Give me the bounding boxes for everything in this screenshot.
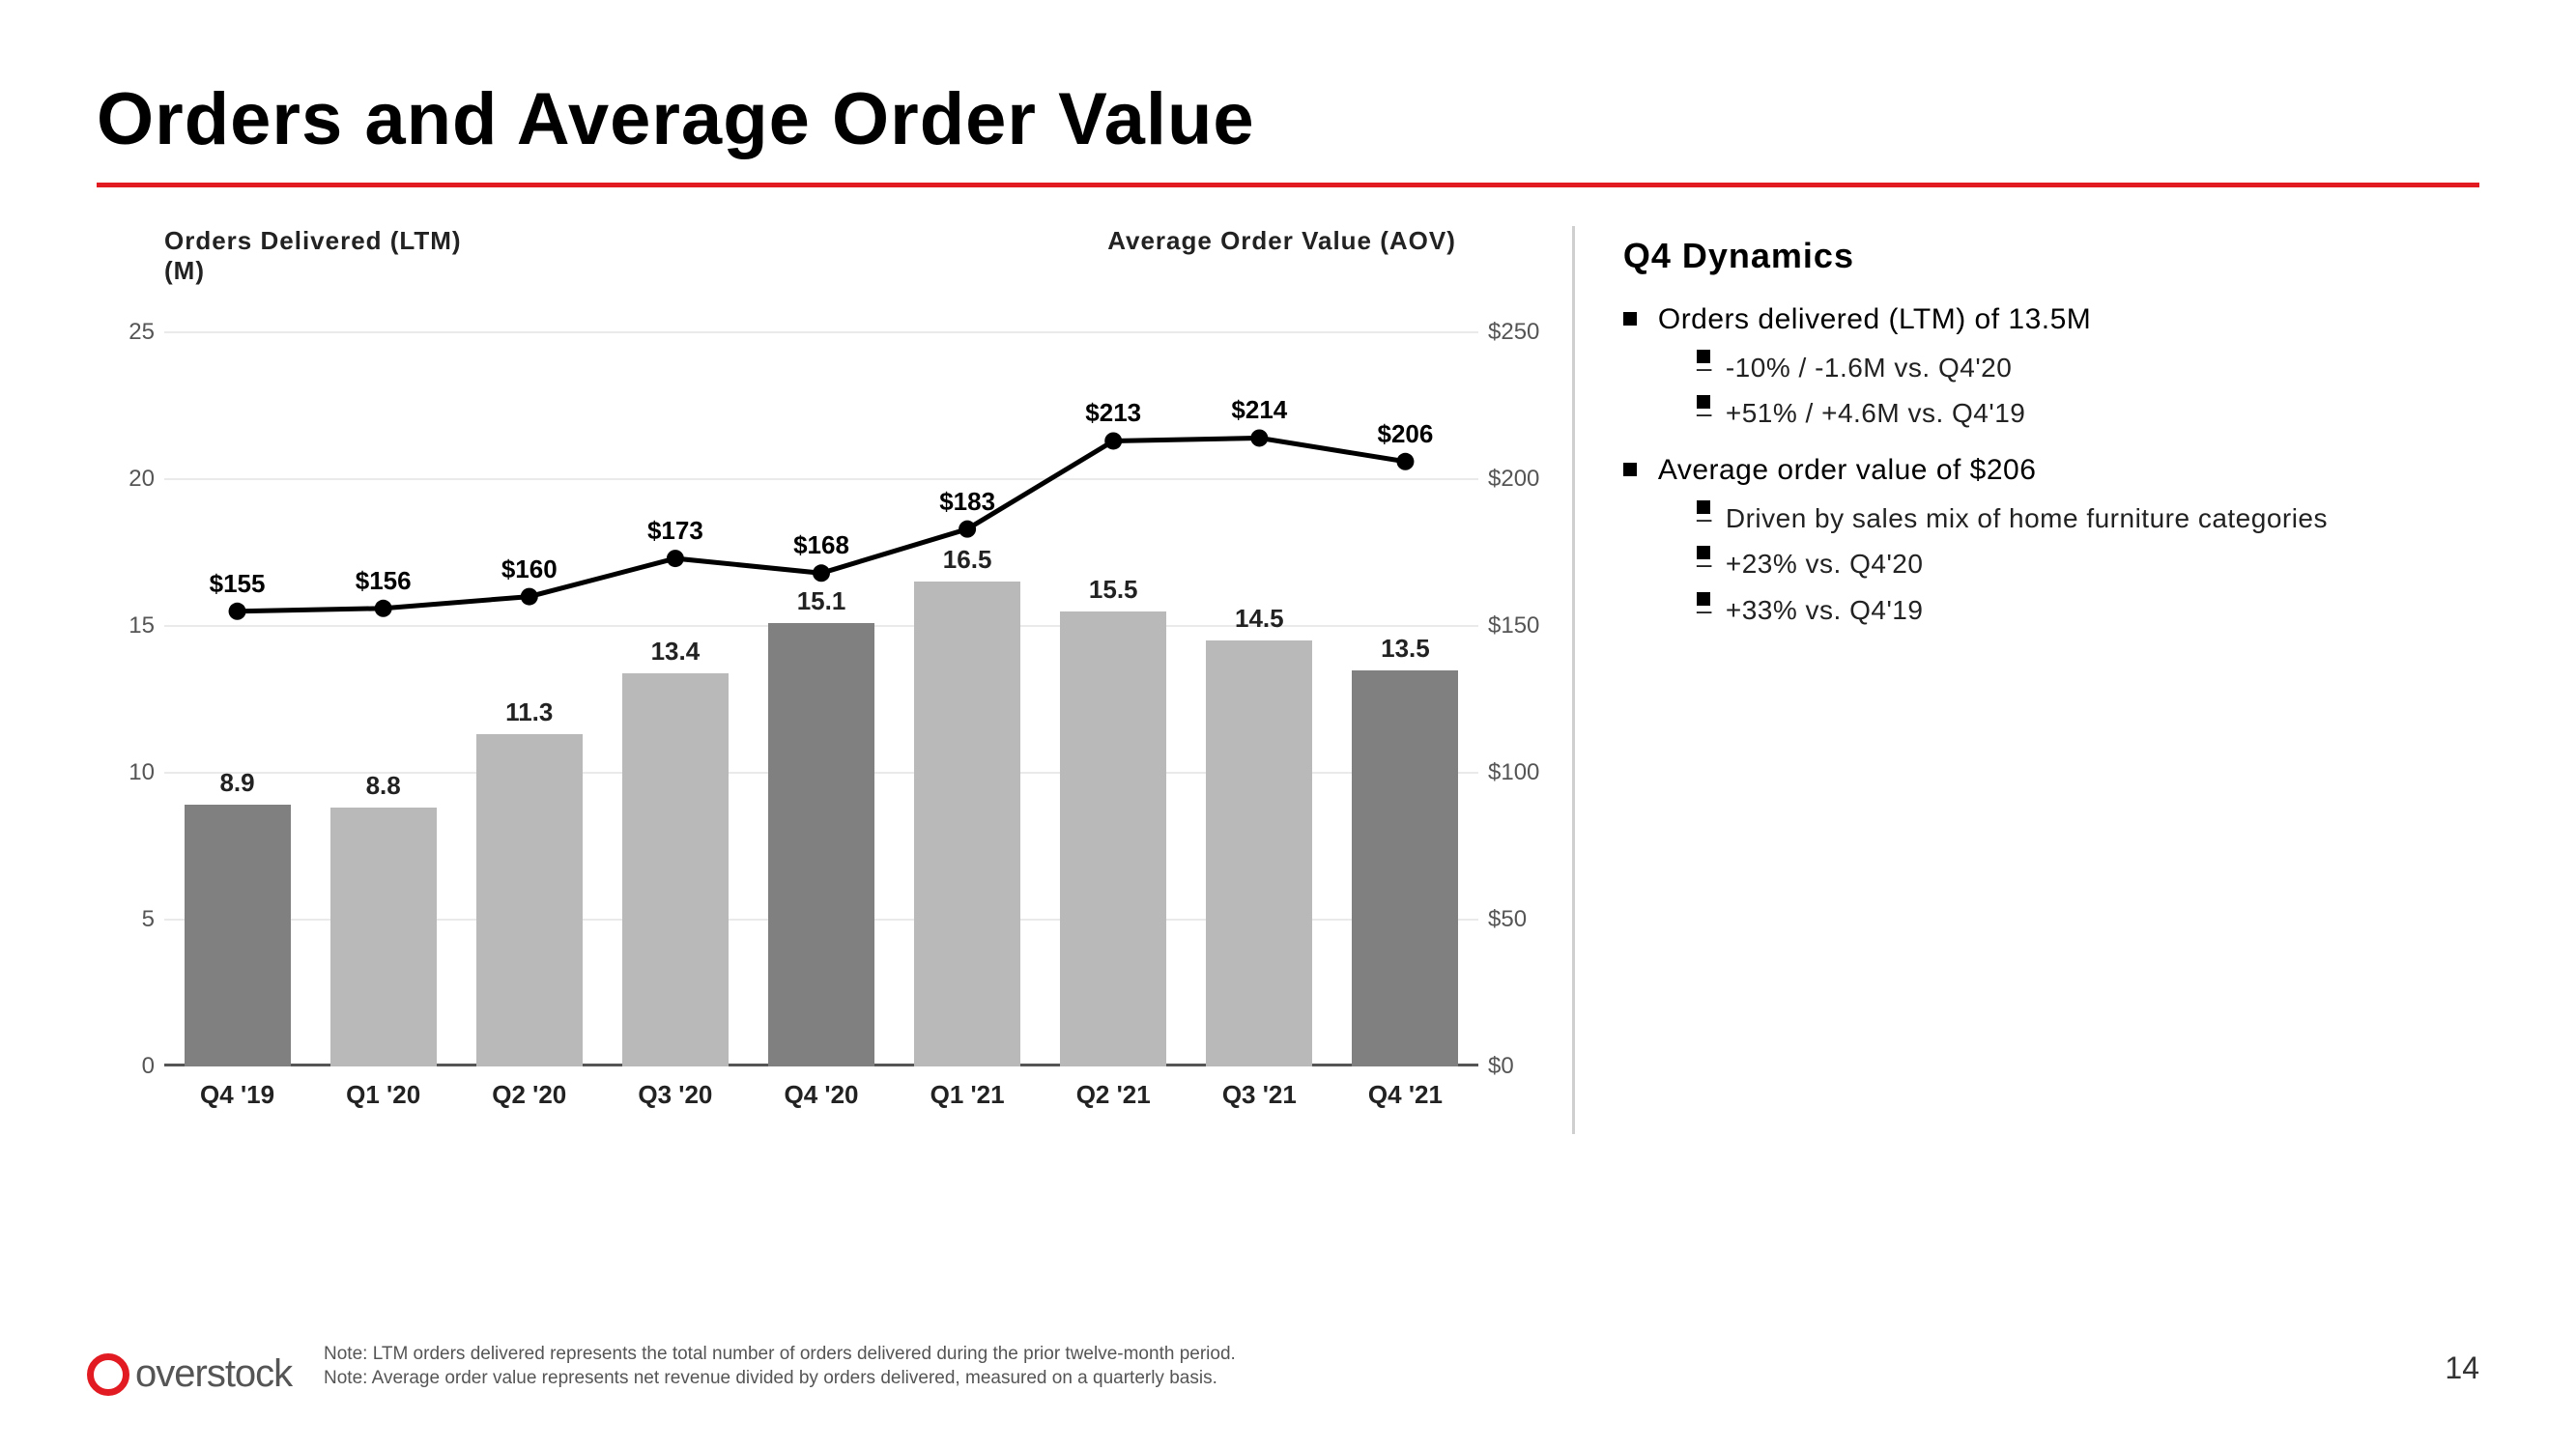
y-right-tick-label: $100 [1488,759,1565,786]
combo-chart: Orders Delivered (LTM) (M) Average Order… [97,226,1524,1144]
x-tick-label: Q3 '20 [608,1080,743,1110]
footnote-line-2: Note: Average order value represents net… [324,1366,1236,1391]
y-left-tick-label: 20 [97,466,155,493]
sub-bullet-item: Driven by sales mix of home furniture ca… [1658,500,2479,537]
bullet-text: Orders delivered (LTM) of 13.5M [1658,303,2091,335]
line-value-label: $168 [793,530,849,560]
sub-bullet-list: -10% / -1.6M vs. Q4'20 +51% / +4.6M vs. Q… [1658,350,2479,433]
line-value-label: $206 [1378,419,1434,449]
line-value-label: $213 [1085,398,1141,428]
content-row: Orders Delivered (LTM) (M) Average Order… [97,226,2479,1144]
line-marker [667,550,684,567]
footnote-line-1: Note: LTM orders delivered represents th… [324,1342,1236,1367]
y-right-tick-label: $50 [1488,906,1565,933]
sub-bullet-item: -10% / -1.6M vs. Q4'20 [1658,350,2479,386]
right-axis-title: Average Order Value (AOV) [1107,226,1456,256]
y-left-tick-label: 15 [97,612,155,639]
line-value-label: $155 [210,569,266,599]
line-value-label: $173 [647,516,703,546]
vertical-divider [1572,226,1575,1134]
line-marker [959,521,976,538]
plot-area: 8.98.811.313.415.116.515.514.513.5 $155$… [164,332,1478,1066]
line-marker [813,564,830,582]
bullet-item: Average order value of $206 Driven by sal… [1623,451,2479,629]
x-tick-label: Q2 '20 [462,1080,597,1110]
y-right-tick-label: $0 [1488,1053,1565,1080]
y-right-tick-label: $150 [1488,612,1565,639]
sub-bullet-list: Driven by sales mix of home furniture ca… [1658,500,2479,629]
slide: Orders and Average Order Value Orders De… [0,0,2576,1449]
bullet-item: Orders delivered (LTM) of 13.5M -10% / -1… [1623,300,2479,432]
bullet-list: Orders delivered (LTM) of 13.5M -10% / -1… [1623,300,2479,629]
left-axis-title-l1: Orders Delivered (LTM) [164,226,462,255]
footnote: Note: LTM orders delivered represents th… [324,1342,1236,1391]
line-value-label: $160 [501,554,558,584]
x-tick-label: Q4 '21 [1337,1080,1473,1110]
logo-ring-icon [87,1353,129,1396]
sub-bullet-item: +33% vs. Q4'19 [1658,592,2479,629]
line-value-label: $183 [939,487,995,517]
line-marker [1104,432,1122,449]
page-number: 14 [2445,1350,2479,1386]
x-tick-label: Q1 '21 [900,1080,1035,1110]
sub-bullet-item: +51% / +4.6M vs. Q4'19 [1658,395,2479,432]
right-panel-title: Q4 Dynamics [1623,236,2479,276]
bullet-text: Average order value of $206 [1658,454,2037,486]
x-tick-label: Q1 '20 [316,1080,451,1110]
line-path [238,438,1406,611]
title-rule [97,183,2479,187]
y-left-tick-label: 10 [97,759,155,786]
line-marker [1250,429,1268,446]
line-value-label: $156 [356,566,412,596]
y-right-tick-label: $200 [1488,466,1565,493]
logo: overstock [87,1352,292,1396]
line-series [164,332,1478,1066]
logo-text: overstock [135,1352,292,1396]
line-value-label: $214 [1231,395,1287,425]
x-tick-label: Q4 '20 [754,1080,889,1110]
line-marker [1396,453,1414,470]
x-tick-label: Q4 '19 [170,1080,305,1110]
x-tick-label: Q3 '21 [1191,1080,1327,1110]
line-marker [375,600,392,617]
sub-bullet-item: +23% vs. Q4'20 [1658,546,2479,582]
y-left-tick-label: 0 [97,1053,155,1080]
page-title: Orders and Average Order Value [97,77,2479,161]
line-marker [229,603,246,620]
y-left-tick-label: 25 [97,319,155,346]
left-axis-title-l2: (M) [164,256,205,285]
left-axis-title: Orders Delivered (LTM) (M) [164,226,462,286]
x-tick-label: Q2 '21 [1045,1080,1181,1110]
right-panel: Q4 Dynamics Orders delivered (LTM) of 13… [1623,226,2479,1144]
line-marker [521,588,538,606]
y-right-tick-label: $250 [1488,319,1565,346]
y-left-tick-label: 5 [97,906,155,933]
